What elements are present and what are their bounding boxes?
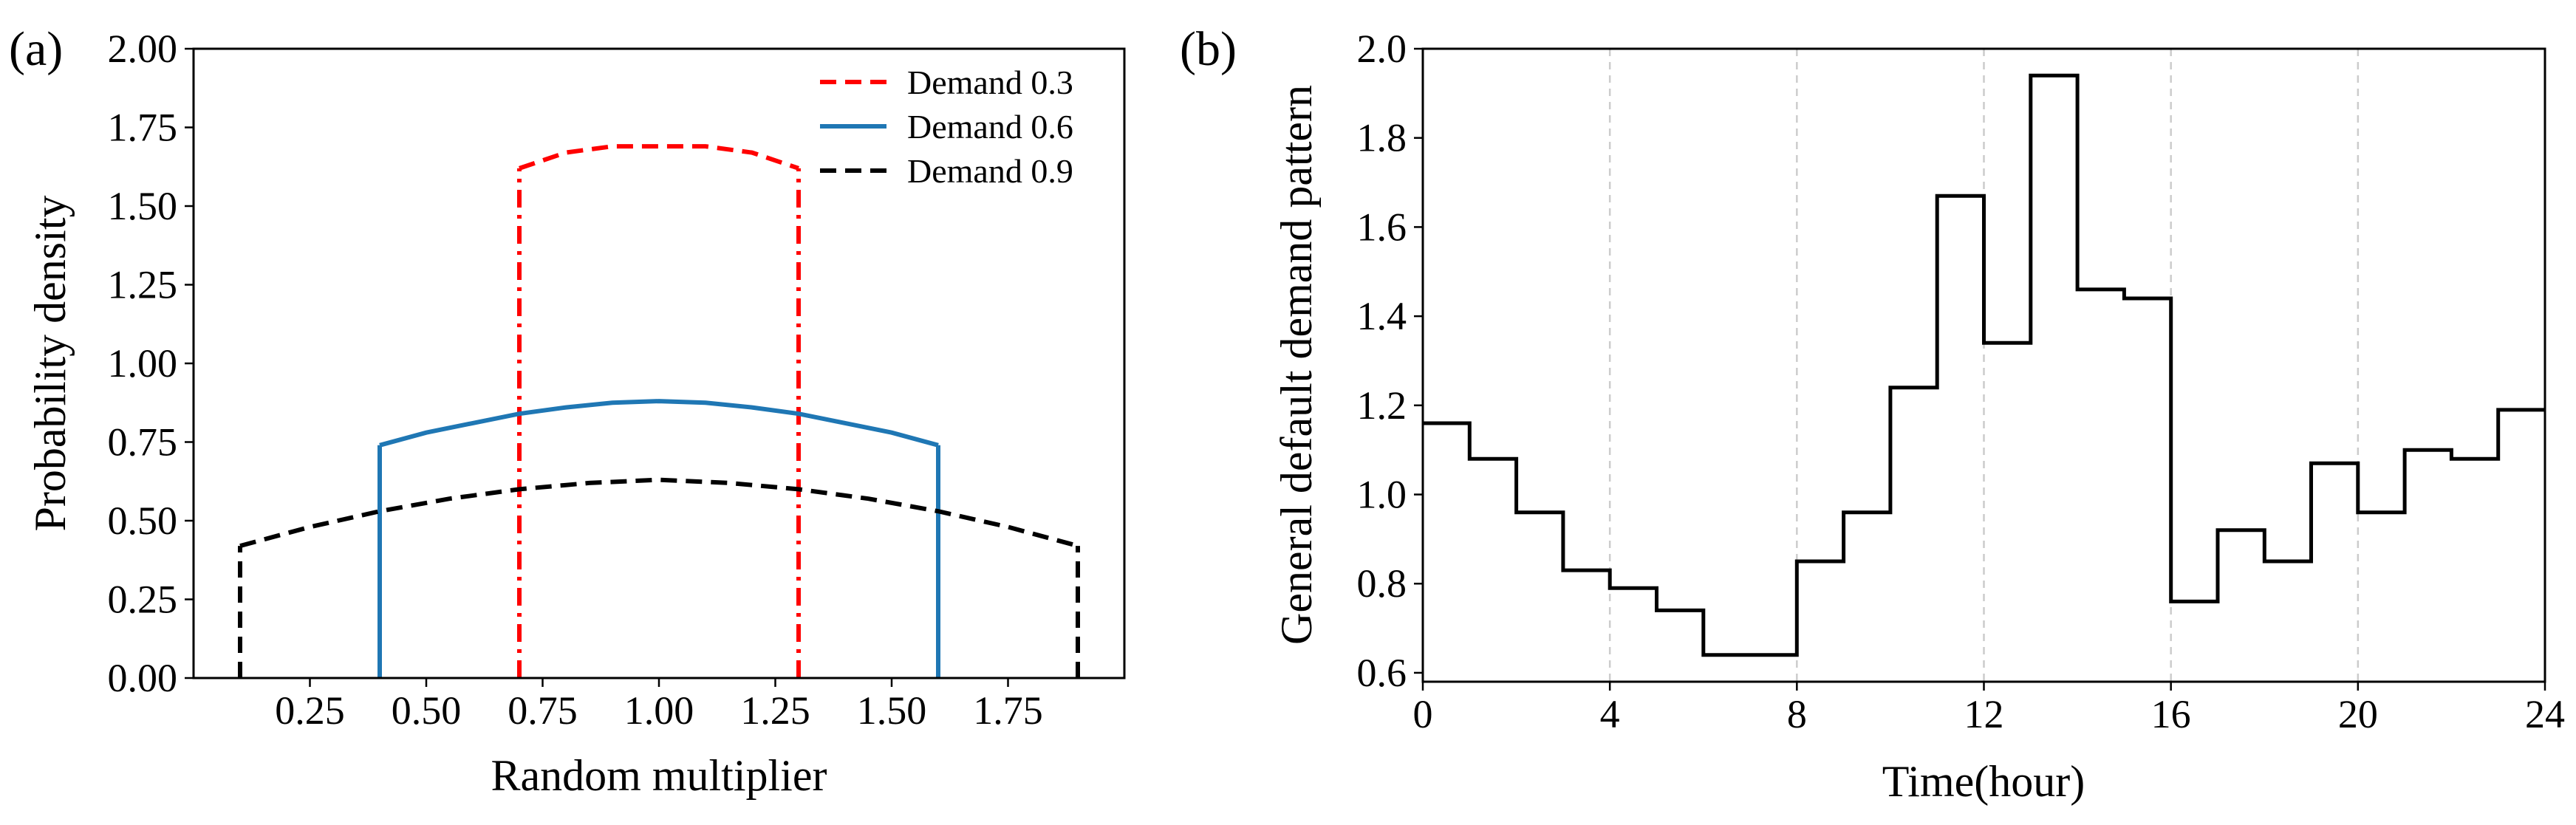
- panel-b-y-tick-label: 1.2: [1357, 383, 1407, 428]
- panel-b-x-tick-label: 8: [1787, 692, 1807, 736]
- panel-a-series-1-curve: [519, 146, 799, 168]
- panel-a-x-tick-label: 1.50: [857, 688, 927, 733]
- panel-b-y-tick-label: 1.0: [1357, 473, 1407, 517]
- panel-b-y-axis-label: General default demand pattern: [1272, 85, 1321, 645]
- panel-a-y-tick-label: 1.25: [108, 263, 178, 307]
- panel-a-y-tick-label: 0.25: [108, 578, 178, 622]
- panel-a-y-tick-label: 1.50: [108, 184, 178, 228]
- panel-a: (a) 0.25 0.50 0.75 1.00 1.25 1.50 1.75 0.00 0.2…: [9, 22, 1124, 800]
- panel-a-x-tick-label: 1.25: [740, 688, 810, 733]
- panel-a-series-3-curve: [240, 480, 1078, 547]
- panel-a-y-tick-label: 0.75: [108, 420, 178, 465]
- legend-label-2: Demand 0.6: [907, 108, 1073, 146]
- panel-b-x-tick-label: 16: [2151, 692, 2191, 736]
- panel-a-y-tick-label: 0.00: [108, 656, 178, 700]
- panel-b-x-axis-label: Time(hour): [1882, 757, 2085, 806]
- panel-b-y-tick-label: 1.8: [1357, 116, 1407, 160]
- legend-label-3: Demand 0.9: [907, 152, 1073, 190]
- panel-b-label: (b): [1180, 22, 1237, 76]
- panel-b-y-tick-label: 0.8: [1357, 561, 1407, 606]
- panel-a-legend: Demand 0.3 Demand 0.6 Demand 0.9: [820, 64, 1073, 190]
- panel-a-x-tick-label: 0.25: [275, 688, 345, 733]
- panel-b-x-tick-label: 20: [2338, 692, 2378, 736]
- panel-b-x-ticks: 0 4 8 12 16 20 24: [1413, 682, 2566, 736]
- panel-b-grid: [1610, 49, 2358, 682]
- panel-b-y-ticks: 0.6 0.8 1.0 1.2 1.4 1.6 1.8 2.0: [1357, 27, 1424, 695]
- panel-a-y-ticks: 0.00 0.25 0.50 0.75 1.00 1.25 1.50 1.75 2.00: [108, 27, 194, 700]
- panel-a-y-tick-label: 2.00: [108, 27, 178, 71]
- panel-b-x-tick-label: 4: [1600, 692, 1620, 736]
- panel-a-y-tick-label: 1.00: [108, 341, 178, 386]
- legend-label-1: Demand 0.3: [907, 64, 1073, 101]
- panel-a-y-tick-label: 0.50: [108, 499, 178, 543]
- panel-a-x-ticks: 0.25 0.50 0.75 1.00 1.25 1.50 1.75: [275, 678, 1043, 733]
- panel-a-x-axis-label: Random multiplier: [491, 751, 827, 800]
- panel-a-x-tick-label: 1.75: [973, 688, 1043, 733]
- panel-b-y-tick-label: 1.4: [1357, 294, 1407, 338]
- panel-a-series-2-curve: [380, 401, 938, 445]
- panel-a-x-tick-label: 1.00: [624, 688, 694, 733]
- panel-b-x-tick-label: 0: [1413, 692, 1433, 736]
- panel-b-y-tick-label: 2.0: [1357, 27, 1407, 71]
- panel-a-label: (a): [9, 22, 63, 76]
- panel-b: (b) 0 4 8 12 16 20 24 0.6 0.8 1.0 1.2 1.4 1.6 1.8 2.0…: [1180, 22, 2565, 806]
- panel-a-x-tick-label: 0.75: [508, 688, 578, 733]
- panel-b-y-tick-label: 1.6: [1357, 205, 1407, 249]
- panel-b-y-tick-label: 0.6: [1357, 651, 1407, 695]
- panel-b-x-tick-label: 24: [2525, 692, 2565, 736]
- panel-b-x-tick-label: 12: [1964, 692, 2004, 736]
- panel-a-y-axis-label: Probability density: [26, 196, 75, 532]
- panel-a-y-tick-label: 1.75: [108, 106, 178, 150]
- panel-a-plot-area: [240, 146, 1078, 678]
- panel-a-x-tick-label: 0.50: [392, 688, 462, 733]
